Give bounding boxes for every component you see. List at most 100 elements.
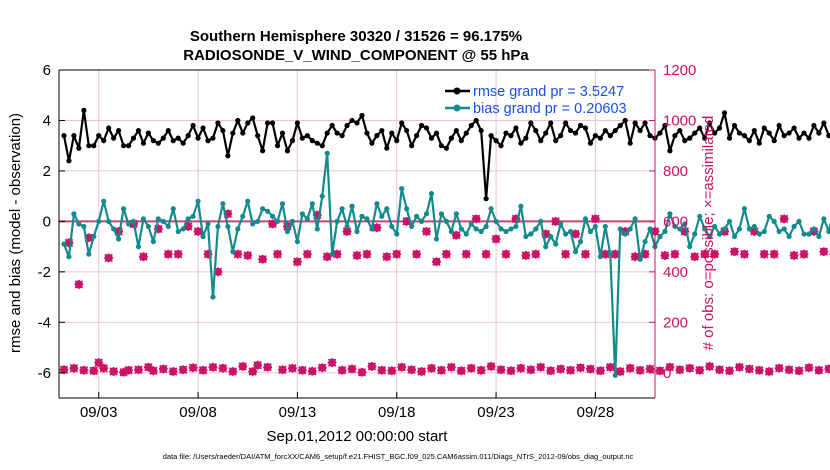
- bias-point: [220, 201, 225, 206]
- bias-point: [821, 216, 826, 221]
- rmse-point: [583, 125, 588, 130]
- rmse-point: [126, 143, 131, 148]
- obs-assimilated-marker: [298, 366, 307, 375]
- rmse-point: [245, 120, 250, 125]
- rmse-point: [434, 130, 439, 135]
- bias-point: [454, 211, 459, 216]
- bias-point: [796, 219, 801, 224]
- obs-assimilated-marker: [546, 366, 555, 375]
- bias-point: [513, 224, 518, 229]
- obs-assimilated-marker: [775, 364, 784, 373]
- rmse-point: [285, 148, 290, 153]
- rmse-point: [225, 153, 230, 158]
- obs-assimilated-marker: [303, 250, 312, 259]
- bias-point: [752, 224, 757, 229]
- bias-point: [71, 211, 76, 216]
- obs-assimilated-marker: [243, 251, 252, 260]
- bias-point: [255, 219, 260, 224]
- bias-point: [136, 244, 141, 249]
- bias-point: [434, 236, 439, 241]
- rmse-point: [454, 128, 459, 133]
- bias-point: [762, 229, 767, 234]
- obs-assimilated-marker: [566, 366, 575, 375]
- bias-point: [613, 373, 618, 378]
- rmse-point: [275, 143, 280, 148]
- rmse-point: [513, 125, 518, 130]
- rmse-point: [136, 128, 141, 133]
- right-tick-label: 1200: [663, 62, 696, 79]
- legend-rmse-marker: [454, 88, 461, 95]
- x-tick-label: 09/08: [179, 404, 217, 421]
- obs-assimilated-marker: [705, 362, 714, 371]
- bias-point: [811, 226, 816, 231]
- bias-point: [493, 219, 498, 224]
- obs-assimilated-marker: [263, 363, 272, 372]
- bias-point: [359, 214, 364, 219]
- rmse-point: [469, 123, 474, 128]
- rmse-point: [578, 123, 583, 128]
- bias-point: [757, 231, 762, 236]
- obs-assimilated-marker: [526, 365, 535, 374]
- rmse-point: [255, 133, 260, 138]
- rmse-point: [181, 141, 186, 146]
- rmse-point: [717, 125, 722, 130]
- bias-point: [618, 226, 623, 231]
- rmse-point: [330, 123, 335, 128]
- rmse-point: [290, 138, 295, 143]
- obs-assimilated-marker: [765, 367, 774, 376]
- rmse-point: [558, 133, 563, 138]
- rmse-point: [205, 138, 210, 143]
- bias-point: [171, 206, 176, 211]
- bias-point: [692, 231, 697, 236]
- rmse-point: [791, 125, 796, 130]
- bias-point: [384, 206, 389, 211]
- bias-point: [96, 219, 101, 224]
- bias-point: [325, 151, 330, 156]
- bias-point: [76, 221, 81, 226]
- legend: rmse grand pr = 3.5247 bias grand pr = 0…: [445, 84, 627, 117]
- bias-point: [578, 239, 583, 244]
- rmse-point: [220, 128, 225, 133]
- obs-assimilated-marker: [219, 364, 228, 373]
- rmse-point: [166, 128, 171, 133]
- left-tick-label: -2: [38, 264, 51, 281]
- rmse-point: [642, 120, 647, 125]
- rmse-point: [399, 120, 404, 125]
- rmse-point: [61, 133, 66, 138]
- rmse-point: [349, 118, 354, 123]
- obs-assimilated-marker: [785, 365, 794, 374]
- left-tick-label: 6: [43, 62, 51, 79]
- rmse-point: [230, 130, 235, 135]
- bias-point: [146, 224, 151, 229]
- rmse-point: [354, 120, 359, 125]
- rmse-point: [146, 130, 151, 135]
- rmse-point: [429, 136, 434, 141]
- rmse-point: [424, 125, 429, 130]
- obs-assimilated-marker: [556, 365, 565, 374]
- bias-point: [200, 234, 205, 239]
- rmse-point: [613, 128, 618, 133]
- bias-point: [737, 226, 742, 231]
- obs-assimilated-marker: [338, 366, 347, 375]
- obs-assimilated-marker: [507, 366, 516, 375]
- rmse-point: [667, 148, 672, 153]
- rmse-point: [315, 141, 320, 146]
- bias-point: [349, 204, 354, 209]
- obs-assimilated-marker: [248, 367, 257, 376]
- bias-point: [553, 241, 558, 246]
- rmse-point: [548, 120, 553, 125]
- obs-assimilated-marker: [109, 367, 118, 376]
- rmse-point: [787, 130, 792, 135]
- rmse-point: [563, 120, 568, 125]
- rmse-point: [131, 136, 136, 141]
- obs-assimilated-marker: [735, 363, 744, 372]
- rmse-point: [240, 130, 245, 135]
- bias-point: [290, 219, 295, 224]
- bias-point: [503, 229, 508, 234]
- bias-point: [548, 234, 553, 239]
- obs-assimilated-marker: [412, 250, 421, 259]
- rmse-point: [96, 133, 101, 138]
- obs-assimilated-marker: [795, 366, 804, 375]
- rmse-point: [379, 128, 384, 133]
- bias-point: [767, 214, 772, 219]
